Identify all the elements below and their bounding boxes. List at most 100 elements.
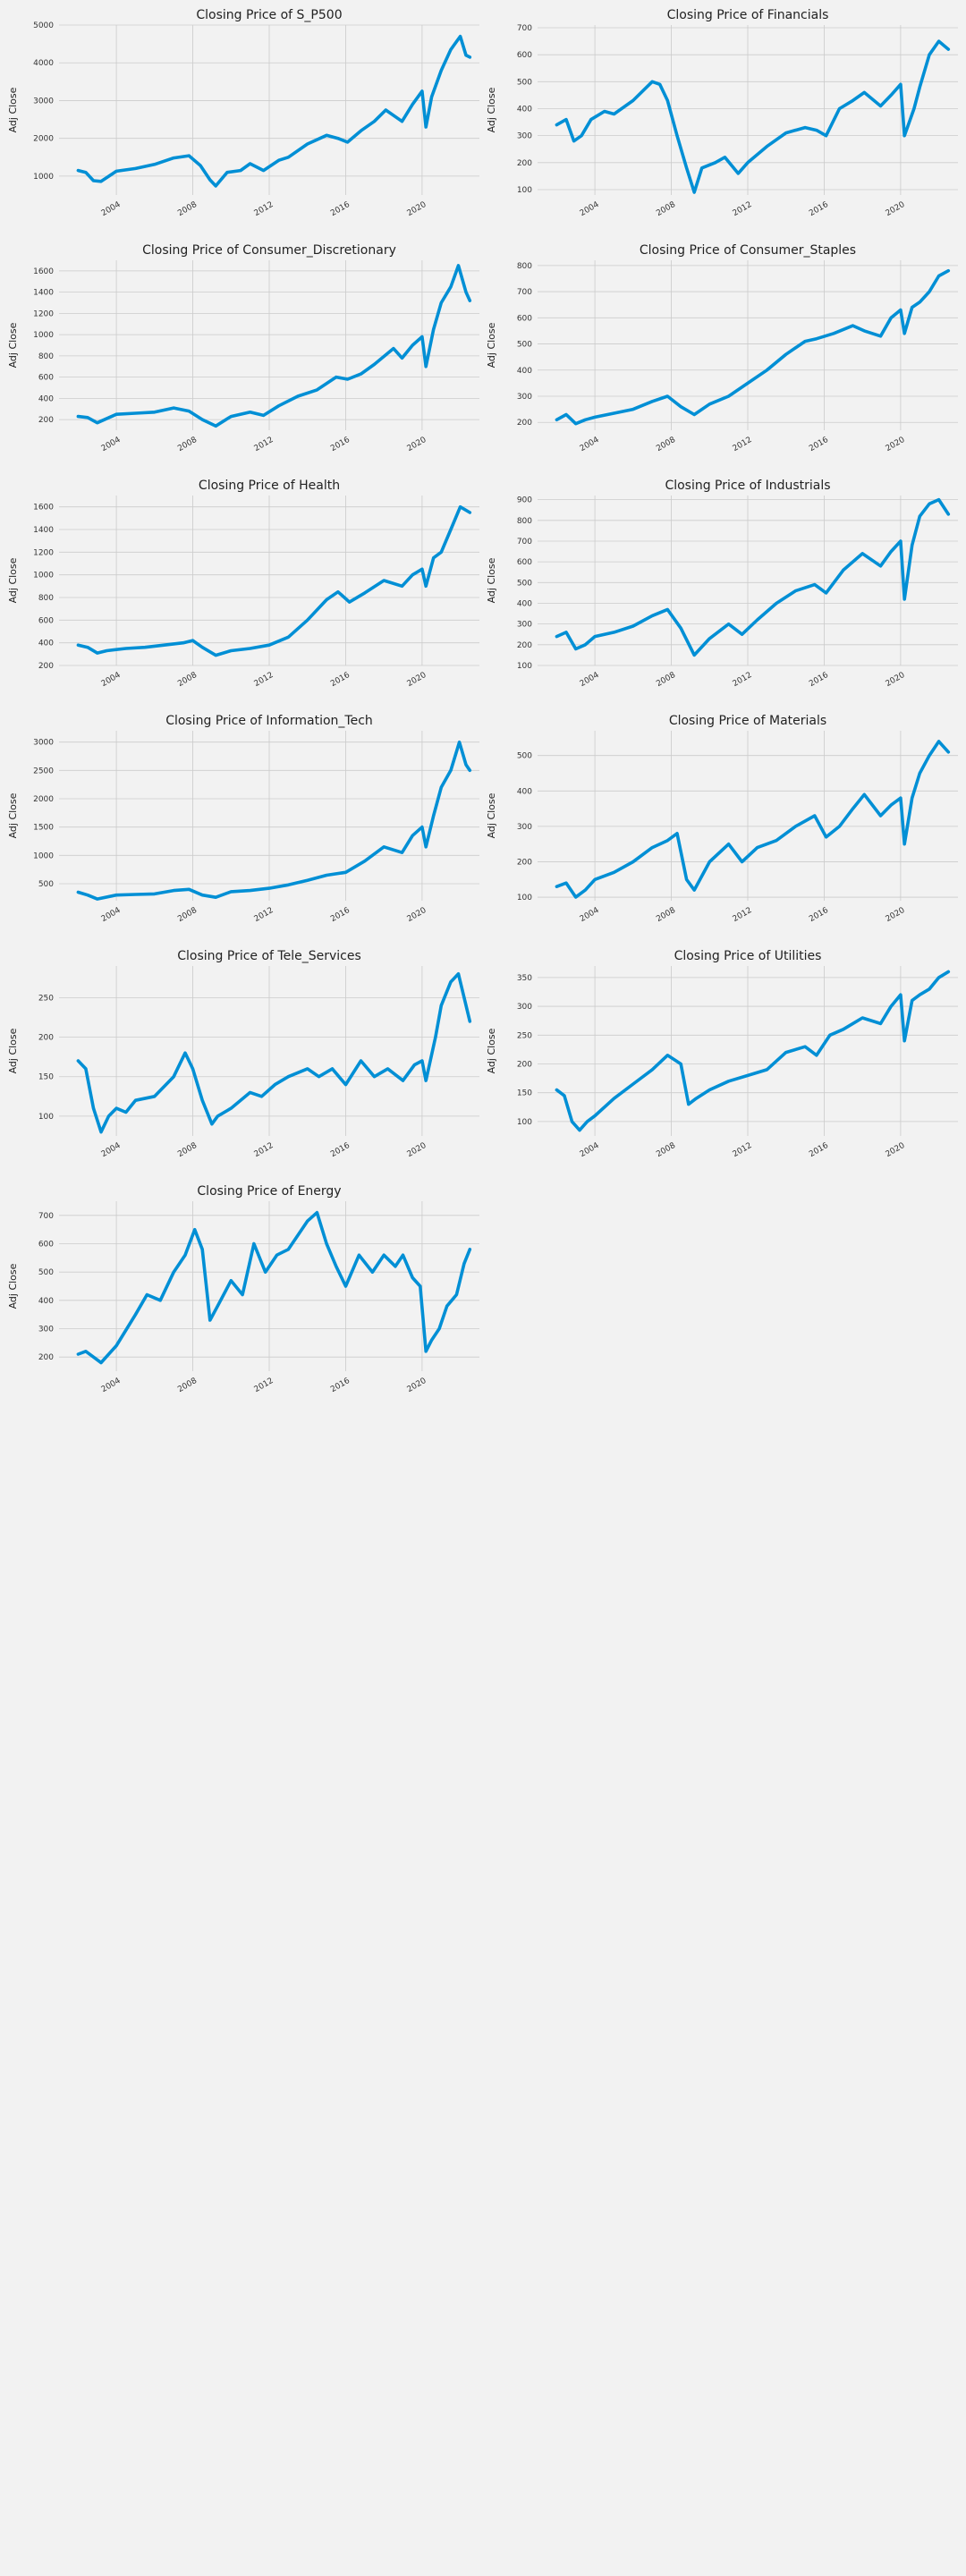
- y-axis-label: Adj Close: [7, 1263, 19, 1309]
- chart-title: Closing Price of S_P500: [196, 8, 342, 22]
- chart-panel: Closing Price of Consumer_Discretionary A…: [0, 235, 483, 470]
- y-axis-label: Adj Close: [7, 557, 19, 603]
- y-tick-label: 1000: [33, 852, 54, 860]
- y-tick-label: 1600: [33, 504, 54, 513]
- x-tick-label: 2008: [655, 200, 677, 218]
- y-tick-label: 3000: [33, 739, 54, 748]
- y-tick-label: 150: [38, 1073, 54, 1082]
- chart-title: Closing Price of Consumer_Staples: [640, 243, 856, 258]
- price-series-line: [555, 497, 951, 657]
- x-tick-label: 2004: [100, 1377, 123, 1394]
- x-tick-label: 2012: [732, 671, 754, 689]
- x-tick-label: 2012: [253, 436, 275, 453]
- y-tick-label: 100: [38, 1113, 54, 1122]
- y-tick-label: 400: [38, 394, 54, 403]
- chart-panel: Closing Price of Energy Adj Close 200 300 40…: [0, 1176, 483, 1411]
- x-tick-label: 2004: [100, 200, 123, 218]
- x-tick-label: 2012: [253, 200, 275, 218]
- price-series-line: [76, 740, 472, 901]
- chart-panel: Closing Price of Industrials Adj Close 100…: [479, 470, 962, 706]
- y-tick-label: 500: [38, 880, 54, 889]
- y-axis-label: Adj Close: [7, 87, 19, 132]
- y-tick-label: 700: [517, 538, 532, 547]
- x-tick-label: 2020: [406, 200, 428, 218]
- y-tick-label: 350: [517, 974, 532, 983]
- y-tick-label: 200: [517, 419, 532, 428]
- y-tick-label: 800: [517, 517, 532, 526]
- y-tick-label: 1000: [33, 331, 54, 340]
- x-tick-label: 2004: [100, 906, 123, 924]
- x-tick-label: 2008: [176, 1377, 199, 1394]
- y-tick-label: 600: [517, 558, 532, 567]
- y-tick-label: 500: [517, 579, 532, 588]
- y-tick-label: 250: [38, 994, 54, 1003]
- chart-panel: Closing Price of S_P500 Adj Close 1000 2000…: [0, 0, 483, 235]
- y-tick-label: 500: [517, 341, 532, 350]
- x-tick-label: 2016: [808, 200, 830, 218]
- y-tick-label: 300: [517, 823, 532, 832]
- y-tick-label: 200: [38, 416, 54, 425]
- x-tick-label: 2020: [885, 436, 907, 453]
- y-tick-label: 300: [517, 393, 532, 402]
- y-tick-label: 300: [517, 1003, 532, 1012]
- chart-title: Closing Price of Utilities: [674, 949, 822, 963]
- y-axis-label: Adj Close: [486, 792, 497, 838]
- chart-panel: Closing Price of Consumer_Staples Adj Clo…: [479, 235, 962, 470]
- chart-title: Closing Price of Materials: [669, 714, 826, 728]
- y-tick-label: 4000: [33, 59, 54, 68]
- y-tick-label: 400: [517, 787, 532, 796]
- chart-svg: Closing Price of Energy Adj Close 200 300 40…: [7, 1184, 479, 1394]
- y-tick-label: 100: [517, 1118, 532, 1127]
- chart-title: Closing Price of Energy: [197, 1184, 341, 1199]
- x-tick-label: 2020: [885, 671, 907, 689]
- x-tick-label: 2008: [655, 671, 677, 689]
- y-tick-label: 1500: [33, 824, 54, 833]
- y-tick-label: 600: [38, 1241, 54, 1250]
- x-tick-label: 2012: [732, 1141, 754, 1159]
- x-tick-label: 2008: [176, 1141, 199, 1159]
- y-tick-label: 100: [517, 894, 532, 902]
- x-tick-label: 2004: [100, 671, 123, 689]
- y-tick-label: 300: [38, 1326, 54, 1335]
- y-tick-label: 200: [38, 1353, 54, 1362]
- x-tick-label: 2016: [808, 671, 830, 689]
- y-tick-label: 250: [517, 1031, 532, 1040]
- chart-svg: Closing Price of Health Adj Close 200 400 60…: [7, 479, 479, 689]
- x-tick-label: 2008: [176, 906, 199, 924]
- y-tick-label: 700: [517, 288, 532, 297]
- x-tick-label: 2016: [329, 671, 352, 689]
- x-tick-label: 2012: [732, 906, 754, 924]
- x-tick-label: 2012: [732, 436, 754, 453]
- x-tick-label: 2020: [885, 1141, 907, 1159]
- y-tick-label: 400: [517, 367, 532, 376]
- y-tick-label: 1200: [33, 548, 54, 557]
- chart-title: Closing Price of Consumer_Discretionary: [142, 243, 396, 258]
- y-tick-label: 300: [517, 621, 532, 630]
- y-axis-label: Adj Close: [7, 1028, 19, 1073]
- price-series-line: [76, 1210, 472, 1365]
- x-tick-label: 2016: [808, 436, 830, 453]
- chart-title: Closing Price of Information_Tech: [165, 714, 373, 728]
- x-tick-label: 2016: [329, 906, 352, 924]
- y-tick-label: 3000: [33, 97, 54, 106]
- x-tick-label: 2004: [579, 200, 601, 218]
- y-tick-label: 400: [517, 599, 532, 608]
- x-tick-label: 2020: [406, 436, 428, 453]
- y-tick-label: 400: [38, 1297, 54, 1306]
- x-tick-label: 2012: [253, 671, 275, 689]
- y-tick-label: 200: [38, 662, 54, 671]
- x-tick-label: 2016: [808, 1141, 830, 1159]
- price-series-line: [76, 504, 472, 657]
- y-tick-label: 2000: [33, 135, 54, 144]
- y-tick-label: 150: [517, 1089, 532, 1098]
- chart-panel: Closing Price of Health Adj Close 200 400 60…: [0, 470, 483, 706]
- y-axis-label: Adj Close: [7, 792, 19, 838]
- y-tick-label: 100: [517, 662, 532, 671]
- chart-svg: Closing Price of Industrials Adj Close 100…: [486, 479, 958, 689]
- price-series-line: [76, 34, 472, 188]
- y-axis-label: Adj Close: [486, 1028, 497, 1073]
- chart-svg: Closing Price of Consumer_Discretionary A…: [7, 243, 479, 453]
- y-tick-label: 1400: [33, 526, 54, 535]
- chart-title: Closing Price of Industrials: [665, 479, 830, 493]
